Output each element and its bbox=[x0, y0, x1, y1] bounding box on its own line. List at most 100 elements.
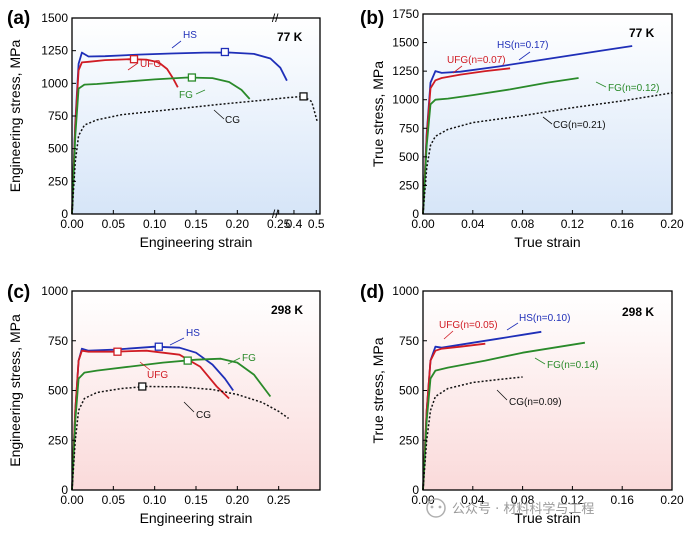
y-axis-label-c: Engineering stress, MPa bbox=[7, 314, 23, 467]
y-tick-label-c-4: 1000 bbox=[41, 284, 68, 298]
x-tick-label-a-0: 0.00 bbox=[60, 217, 84, 231]
x-tick-label-d-4: 0.16 bbox=[611, 493, 635, 507]
watermark-text: 公众号 · 材料科学与工程 bbox=[452, 501, 594, 517]
series-line-d-cg bbox=[422, 376, 523, 491]
wechat-icon-eye-right bbox=[438, 505, 442, 509]
legend-label-d-cg: CG(n=0.09) bbox=[509, 397, 562, 408]
annotation-arrow-b-ufg bbox=[452, 65, 463, 74]
annotation-arrow-b-fg bbox=[595, 81, 607, 88]
series-line-d-fg bbox=[422, 341, 586, 491]
annotation-arrow-c-cg bbox=[183, 401, 195, 413]
annotation-arrow-b-cg bbox=[542, 116, 553, 125]
x-tick-extra-label-1: 0.5 bbox=[308, 217, 325, 231]
panel-c: 0.00 0.05 0.10 0.15 0.20 0.25 0 250 500 750 1000 En… bbox=[7, 282, 321, 526]
y-tick-label-c-1: 250 bbox=[48, 433, 68, 447]
series-line-b-ufg bbox=[422, 67, 511, 215]
panel-a: 0.00 0.05 0.10 0.15 0.20 0.25 0 250 500 750 1000 12… bbox=[7, 8, 325, 250]
y-tick-label-a-3: 750 bbox=[48, 109, 68, 123]
annotation-arrow-c-fg bbox=[227, 357, 241, 365]
temperature-label-d: 298 K bbox=[622, 305, 654, 319]
legend-label-d-hs: HS(n=0.10) bbox=[519, 313, 570, 324]
legend-label-a-cg: CG bbox=[225, 115, 240, 126]
x-tick-label-b-2: 0.08 bbox=[511, 217, 535, 231]
y-tick-label-b-5: 1250 bbox=[392, 64, 419, 78]
x-tick-label-c-1: 0.05 bbox=[102, 493, 126, 507]
y-tick-label-d-1: 250 bbox=[399, 433, 419, 447]
uts-marker-a-cg bbox=[299, 92, 308, 101]
x-tick-label-a-3: 0.15 bbox=[184, 217, 208, 231]
annotation-arrow-d-hs bbox=[506, 322, 519, 331]
x-tick-label-b-4: 0.16 bbox=[611, 217, 635, 231]
uts-marker-a-hs bbox=[220, 47, 230, 57]
annotation-arrow-a-ufg bbox=[127, 62, 139, 71]
annotation-arrow-a-cg bbox=[213, 109, 225, 120]
temperature-label-c: 298 K bbox=[271, 303, 303, 317]
wechat-icon bbox=[426, 498, 446, 518]
legend-label-b-hs: HS(n=0.17) bbox=[497, 40, 548, 51]
y-tick-label-b-1: 250 bbox=[399, 178, 419, 192]
x-tick-label-b-0: 0.00 bbox=[411, 217, 435, 231]
legend-label-c-hs: HS bbox=[186, 328, 200, 339]
x-tick-label-d-1: 0.04 bbox=[461, 493, 485, 507]
series-line-a-hs bbox=[71, 51, 288, 215]
temperature-label-b: 77 K bbox=[629, 26, 655, 40]
annotation-arrow-d-ufg bbox=[443, 330, 454, 340]
uts-marker-c-hs bbox=[154, 342, 163, 351]
series-line-d-ufg bbox=[422, 342, 486, 491]
y-tick-label-b-3: 750 bbox=[399, 121, 419, 135]
annotation-arrow-b-hs bbox=[518, 51, 531, 61]
x-axis-label-b: True strain bbox=[514, 234, 580, 250]
legend-label-d-ufg: UFG(n=0.05) bbox=[439, 320, 498, 331]
annotation-arrow-a-fg bbox=[195, 89, 206, 95]
uts-marker-a-ufg bbox=[129, 55, 139, 64]
panel-label-d: (d) bbox=[360, 282, 384, 303]
y-axis-label-d: True stress, MPa bbox=[370, 337, 386, 443]
legend-label-b-ufg: UFG(n=0.07) bbox=[447, 55, 506, 66]
y-axis-label-a: Engineering stress, MPa bbox=[7, 40, 23, 193]
x-tick-label-a-2: 0.10 bbox=[143, 217, 167, 231]
x-axis-label-a: Engineering strain bbox=[140, 234, 253, 250]
x-tick-label-a-1: 0.05 bbox=[102, 217, 126, 231]
watermark: 公众号 · 材料科学与工程 bbox=[426, 498, 594, 518]
plot-area-b bbox=[423, 14, 672, 214]
y-tick-label-c-0: 0 bbox=[61, 483, 68, 497]
y-tick-label-a-4: 1000 bbox=[41, 76, 68, 90]
annotation-arrow-c-ufg bbox=[139, 361, 151, 371]
y-tick-label-a-1: 250 bbox=[48, 174, 68, 188]
y-tick-label-d-0: 0 bbox=[412, 483, 419, 497]
series-line-a-ufg bbox=[71, 58, 179, 215]
y-tick-label-b-0: 0 bbox=[412, 207, 419, 221]
y-tick-label-d-4: 1000 bbox=[392, 284, 419, 298]
series-line-a-fg bbox=[71, 76, 251, 215]
y-tick-label-d-3: 750 bbox=[399, 334, 419, 348]
x-tick-extra-label-0: 0.4 bbox=[286, 217, 303, 231]
x-tick-label-b-1: 0.04 bbox=[461, 217, 485, 231]
x-tick-label-d-5: 0.20 bbox=[660, 493, 684, 507]
x-tick-label-c-4: 0.20 bbox=[226, 493, 250, 507]
legend-label-c-fg: FG bbox=[242, 353, 256, 364]
panel-label-b: (b) bbox=[360, 8, 384, 29]
series-line-b-fg bbox=[422, 77, 579, 215]
series-line-c-fg bbox=[71, 357, 272, 491]
x-tick-label-d-0: 0.00 bbox=[411, 493, 435, 507]
uts-marker-a-fg bbox=[187, 73, 197, 82]
y-tick-label-c-3: 750 bbox=[48, 334, 68, 348]
legend-label-c-ufg: UFG bbox=[147, 370, 168, 381]
y-tick-label-b-6: 1500 bbox=[392, 36, 419, 50]
x-tick-label-d-3: 0.12 bbox=[561, 493, 585, 507]
x-tick-label-c-0: 0.00 bbox=[60, 493, 84, 507]
uts-marker-c-ufg bbox=[113, 347, 122, 356]
plot-area-a bbox=[72, 18, 320, 214]
legend-label-d-fg: FG(n=0.14) bbox=[547, 360, 598, 371]
y-tick-label-a-5: 1250 bbox=[41, 44, 68, 58]
legend-label-a-hs: HS bbox=[183, 30, 197, 41]
y-tick-label-a-2: 500 bbox=[48, 142, 68, 156]
legend-label-a-fg: FG bbox=[179, 90, 193, 101]
panel-label-a: (a) bbox=[7, 8, 30, 29]
annotations: HS UFG FG CG HS(n=0.17) UFG(n=0.07) FG(n… bbox=[127, 30, 659, 421]
uts-marker-c-fg bbox=[183, 356, 192, 365]
panel-label-c: (c) bbox=[7, 282, 30, 303]
series-line-b-cg bbox=[422, 92, 673, 215]
x-tick-label-a-4: 0.20 bbox=[226, 217, 250, 231]
